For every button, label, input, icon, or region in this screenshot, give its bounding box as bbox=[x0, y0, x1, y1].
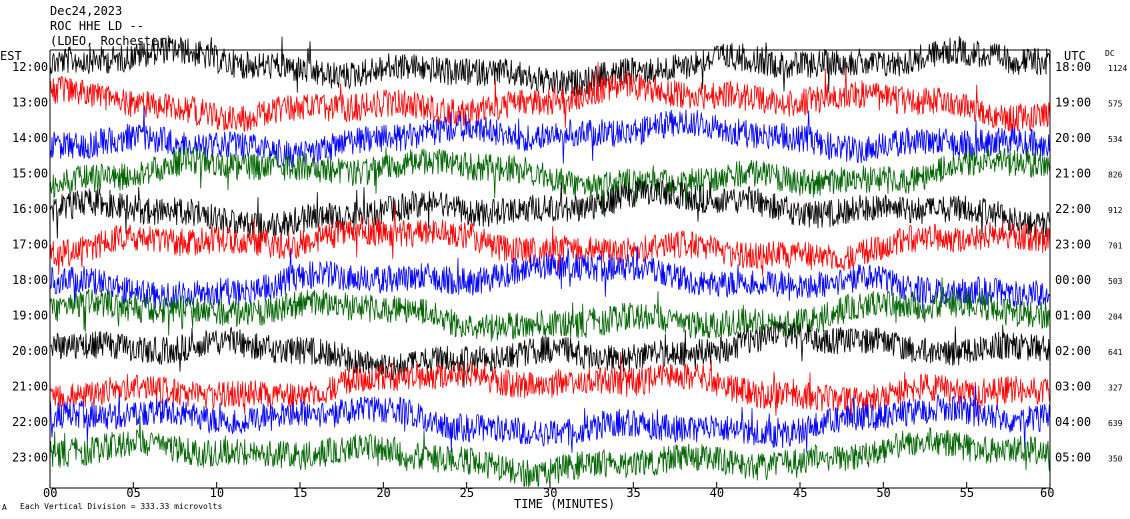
x-tick-label: 25 bbox=[460, 486, 474, 500]
trace-1700 bbox=[49, 202, 1051, 277]
x-axis-label: TIME (MINUTES) bbox=[514, 497, 615, 511]
seismic-traces bbox=[49, 36, 1051, 488]
trace-2200 bbox=[49, 386, 1051, 453]
x-tick-label: 40 bbox=[710, 486, 724, 500]
x-axis-ticks: 00 05 10 15 20 25 30 35 40 45 50 55 60 bbox=[43, 482, 1054, 500]
utc-hour-label: 22:00 bbox=[1055, 202, 1091, 216]
utc-hour-label: 20:00 bbox=[1055, 131, 1091, 145]
x-tick-label: 15 bbox=[293, 486, 307, 500]
trace-2000 bbox=[49, 321, 1051, 388]
utc-hour-label: 01:00 bbox=[1055, 309, 1091, 323]
est-hour-label: 16:00 bbox=[12, 202, 48, 216]
x-tick-label: 60 bbox=[1040, 486, 1054, 500]
x-tick-label: 45 bbox=[793, 486, 807, 500]
header-network: (LDEO, Rochester) bbox=[50, 34, 173, 48]
trace-1200 bbox=[49, 36, 1051, 97]
est-hour-label: 12:00 bbox=[12, 60, 48, 74]
utc-hour-label: 03:00 bbox=[1055, 380, 1091, 394]
utc-hour-label: 02:00 bbox=[1055, 344, 1091, 358]
x-tick-label: 55 bbox=[960, 486, 974, 500]
dc-offset-value: 503 bbox=[1108, 277, 1123, 286]
x-tick-label: 30 bbox=[543, 486, 557, 500]
est-hour-label: 19:00 bbox=[12, 309, 48, 323]
x-tick-label: 50 bbox=[876, 486, 890, 500]
header-date: Dec24,2023 bbox=[50, 4, 122, 18]
utc-hour-label: 19:00 bbox=[1055, 96, 1091, 110]
footer-logo-mark: A bbox=[2, 503, 7, 512]
utc-hour-label: 18:00 bbox=[1055, 60, 1091, 74]
utc-hour-label: 04:00 bbox=[1055, 415, 1091, 429]
est-hour-label: 15:00 bbox=[12, 167, 48, 181]
dc-column-label: DC bbox=[1105, 49, 1115, 58]
est-hour-label: 21:00 bbox=[12, 380, 48, 394]
est-hour-label: 18:00 bbox=[12, 273, 48, 287]
x-tick-label: 05 bbox=[126, 486, 140, 500]
row-labels: 12:00 18:00 1124 13:00 19:00 575 14:00 20:00 534… bbox=[12, 60, 1127, 465]
x-tick-label: 20 bbox=[376, 486, 390, 500]
dc-offset-value: 912 bbox=[1108, 206, 1123, 215]
dc-offset-value: 327 bbox=[1108, 384, 1123, 393]
dc-offset-value: 1124 bbox=[1108, 64, 1127, 73]
trace-1400 bbox=[49, 106, 1051, 169]
trace-2100 bbox=[49, 351, 1051, 422]
est-hour-label: 20:00 bbox=[12, 344, 48, 358]
right-axis-label: UTC bbox=[1064, 49, 1086, 63]
dc-offset-value: 639 bbox=[1108, 419, 1123, 428]
left-axis-label: EST bbox=[0, 49, 22, 63]
dc-offset-value: 534 bbox=[1108, 135, 1123, 144]
utc-hour-label: 23:00 bbox=[1055, 238, 1091, 252]
trace-1500 bbox=[49, 146, 1051, 216]
est-hour-label: 13:00 bbox=[12, 96, 48, 110]
utc-hour-label: 21:00 bbox=[1055, 167, 1091, 181]
trace-1800 bbox=[49, 245, 1051, 317]
est-hour-label: 14:00 bbox=[12, 131, 48, 145]
dc-offset-value: 575 bbox=[1108, 100, 1123, 109]
est-hour-label: 23:00 bbox=[12, 451, 48, 465]
dc-offset-value: 350 bbox=[1108, 455, 1123, 464]
dc-offset-value: 826 bbox=[1108, 171, 1123, 180]
est-hour-label: 22:00 bbox=[12, 415, 48, 429]
dc-offset-value: 641 bbox=[1108, 348, 1123, 357]
footer-note: Each Vertical Division = 333.33 microvol… bbox=[20, 502, 222, 511]
x-tick-label: 35 bbox=[626, 486, 640, 500]
est-hour-label: 17:00 bbox=[12, 238, 48, 252]
x-tick-label: 00 bbox=[43, 486, 57, 500]
trace-1300 bbox=[49, 61, 1051, 133]
x-tick-label: 10 bbox=[210, 486, 224, 500]
trace-1900 bbox=[49, 277, 1051, 342]
header-station: ROC HHE LD -- bbox=[50, 19, 144, 33]
dc-offset-value: 204 bbox=[1108, 313, 1123, 322]
utc-hour-label: 05:00 bbox=[1055, 451, 1091, 465]
dc-offset-value: 701 bbox=[1108, 242, 1123, 251]
utc-hour-label: 00:00 bbox=[1055, 273, 1091, 287]
